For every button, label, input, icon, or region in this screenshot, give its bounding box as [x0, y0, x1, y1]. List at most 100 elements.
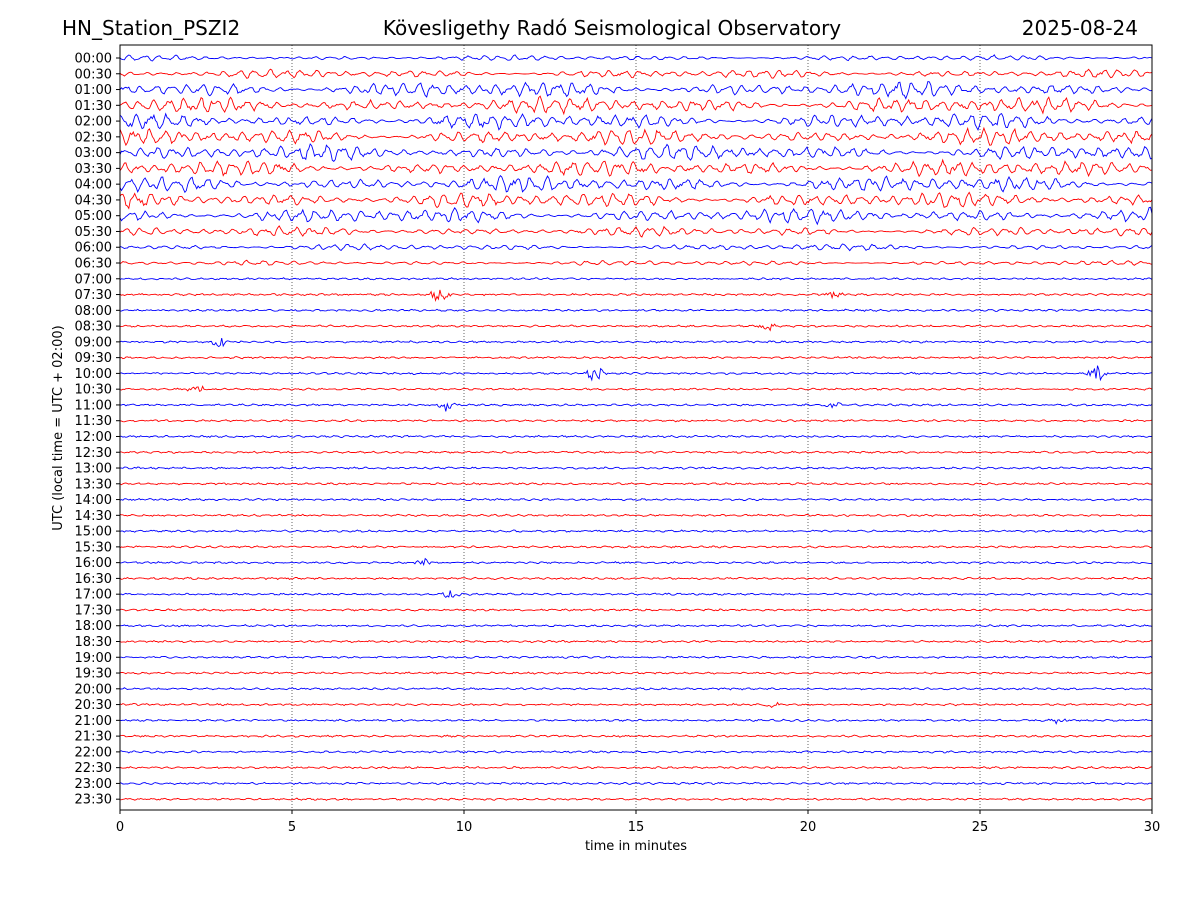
trace-1530 — [119, 545, 1153, 549]
y-tick-label: 05:30 — [75, 225, 112, 240]
trace-2130 — [119, 734, 1153, 738]
y-tick-label: 18:00 — [75, 619, 112, 634]
y-tick-label: 03:00 — [75, 146, 112, 161]
y-tick-label: 06:30 — [75, 257, 112, 272]
trace-0230 — [119, 126, 1153, 147]
y-tick-label: 21:00 — [75, 714, 112, 729]
y-tick-label: 06:00 — [75, 241, 112, 256]
y-tick-label: 15:00 — [75, 525, 112, 540]
trace-0700 — [119, 277, 1153, 281]
y-tick-label: 19:30 — [75, 667, 112, 682]
trace-0730 — [119, 289, 1153, 302]
y-tick-label: 15:30 — [75, 540, 112, 555]
y-tick-label: 20:30 — [75, 698, 112, 713]
y-tick-label: 23:30 — [75, 793, 112, 808]
trace-0200 — [119, 112, 1153, 132]
y-tick-label: 01:00 — [75, 83, 112, 98]
trace-0800 — [119, 308, 1153, 313]
y-tick-label: 10:30 — [75, 383, 112, 398]
trace-1400 — [119, 497, 1153, 502]
trace-1700 — [119, 590, 1153, 599]
y-tick-label: 14:00 — [75, 493, 112, 508]
y-tick-label: 00:30 — [75, 67, 112, 82]
y-tick-label: 23:00 — [75, 777, 112, 792]
chart-title: Kövesligethy Radó Seismological Observat… — [382, 16, 842, 40]
trace-0530 — [119, 225, 1153, 238]
x-axis: 0 5 10 15 20 25 30 — [116, 810, 1160, 835]
station-name: HN_Station_PSZI2 — [62, 16, 241, 40]
trace-1500 — [119, 529, 1153, 533]
trace-2100 — [119, 718, 1153, 725]
trace-1100 — [120, 402, 1153, 412]
y-tick-label: 10:00 — [75, 367, 112, 382]
y-tick-label: 18:30 — [75, 635, 112, 650]
y-tick-label: 12:00 — [75, 430, 112, 445]
y-tick-label: 05:00 — [75, 209, 112, 224]
x-tick-label: 15 — [628, 820, 645, 835]
trace-1800 — [120, 624, 1153, 628]
y-tick-label: 16:30 — [75, 572, 112, 587]
trace-1900 — [120, 655, 1153, 659]
y-tick-label: 21:30 — [75, 730, 112, 745]
y-tick-label: 03:30 — [75, 162, 112, 177]
trace-1330 — [119, 482, 1153, 486]
trace-1000 — [119, 365, 1153, 382]
y-tick-label: 11:00 — [75, 398, 112, 413]
y-tick-label: 07:00 — [75, 272, 112, 287]
trace-1030 — [119, 385, 1153, 393]
trace-2030 — [119, 701, 1153, 709]
x-axis-label: time in minutes — [585, 839, 687, 854]
y-tick-label: 08:30 — [75, 320, 112, 335]
trace-0300 — [119, 143, 1153, 163]
y-tick-label: 17:00 — [75, 588, 112, 603]
trace-1200 — [119, 434, 1153, 439]
x-tick-label: 25 — [972, 820, 989, 835]
y-tick-label: 09:00 — [75, 335, 112, 350]
trace-0830 — [119, 323, 1153, 332]
x-tick-label: 5 — [288, 820, 296, 835]
y-tick-label: 22:00 — [75, 745, 112, 760]
y-tick-label: 14:30 — [75, 509, 112, 524]
trace-0630 — [119, 259, 1153, 266]
y-tick-label: 17:30 — [75, 603, 112, 618]
y-tick-label: 04:30 — [75, 193, 112, 208]
y-tick-label: 20:00 — [75, 682, 112, 697]
y-tick-label: 11:30 — [75, 414, 112, 429]
y-tick-label: 02:30 — [75, 130, 112, 145]
trace-0000 — [119, 54, 1153, 62]
trace-2330 — [119, 797, 1153, 801]
y-tick-label: 16:00 — [75, 556, 112, 571]
trace-2300 — [119, 781, 1153, 786]
seismic-traces — [119, 54, 1153, 801]
trace-1130 — [119, 419, 1153, 423]
trace-1830 — [119, 639, 1153, 644]
y-tick-label: 00:00 — [75, 52, 112, 67]
x-tick-label: 20 — [800, 820, 817, 835]
y-tick-label: 08:00 — [75, 304, 112, 319]
y-tick-label: 13:30 — [75, 477, 112, 492]
trace-0400 — [119, 175, 1153, 194]
trace-0100 — [119, 80, 1153, 100]
trace-0330 — [119, 158, 1153, 178]
x-tick-label: 30 — [1144, 820, 1161, 835]
trace-0030 — [119, 68, 1153, 79]
trace-0900 — [119, 338, 1153, 348]
trace-0500 — [119, 206, 1153, 226]
y-tick-label: 04:00 — [75, 178, 112, 193]
chart-date: 2025-08-24 — [1021, 16, 1138, 40]
trace-1430 — [119, 513, 1153, 517]
y-axis-label: UTC (local time = UTC + 02:00) — [51, 325, 66, 530]
grid-lines — [291, 45, 981, 810]
y-tick-label: 09:30 — [75, 351, 112, 366]
trace-1230 — [120, 450, 1153, 454]
y-tick-label: 19:00 — [75, 651, 112, 666]
y-axis: 00:0000:3001:0001:3002:0002:3003:0003:30… — [75, 52, 120, 808]
x-tick-label: 10 — [456, 820, 473, 835]
y-tick-label: 01:30 — [75, 99, 112, 114]
trace-1630 — [119, 576, 1153, 581]
y-tick-label: 02:00 — [75, 115, 112, 130]
trace-0130 — [119, 95, 1153, 116]
trace-1730 — [119, 608, 1153, 612]
trace-0930 — [119, 356, 1153, 360]
